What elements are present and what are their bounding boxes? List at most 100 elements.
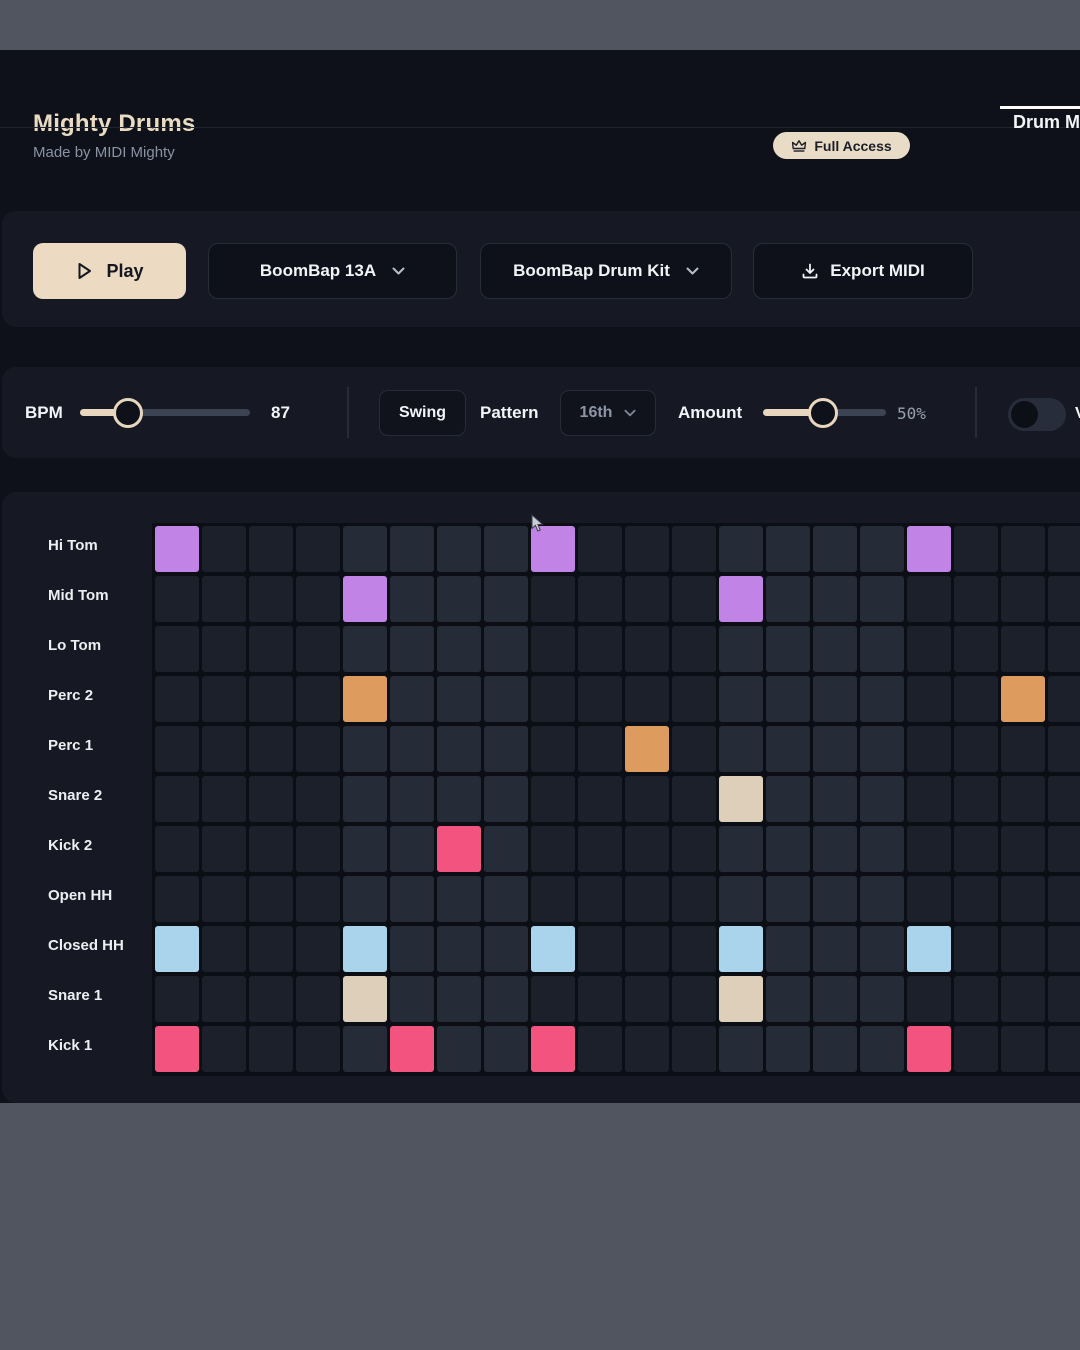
grid-cell[interactable] <box>155 876 199 922</box>
grid-cell[interactable] <box>860 576 904 622</box>
grid-cell[interactable] <box>202 826 246 872</box>
grid-cell[interactable] <box>155 626 199 672</box>
grid-cell[interactable] <box>625 926 669 972</box>
grid-cell[interactable] <box>766 826 810 872</box>
grid-cell[interactable] <box>202 1026 246 1072</box>
grid-cell[interactable] <box>719 776 763 822</box>
grid-cell[interactable] <box>296 826 340 872</box>
grid-cell[interactable] <box>954 676 998 722</box>
grid-cell[interactable] <box>437 1026 481 1072</box>
grid-cell[interactable] <box>954 876 998 922</box>
grid-cell[interactable] <box>625 576 669 622</box>
grid-cell[interactable] <box>296 726 340 772</box>
grid-cell[interactable] <box>343 926 387 972</box>
grid-cell[interactable] <box>578 1026 622 1072</box>
grid-cell[interactable] <box>437 676 481 722</box>
grid-cell[interactable] <box>672 826 716 872</box>
grid-cell[interactable] <box>860 926 904 972</box>
grid-cell[interactable] <box>907 776 951 822</box>
grid-cell[interactable] <box>249 526 293 572</box>
grid-cell[interactable] <box>155 526 199 572</box>
grid-cell[interactable] <box>437 526 481 572</box>
grid-cell[interactable] <box>390 976 434 1022</box>
grid-cell[interactable] <box>1001 776 1045 822</box>
grid-cell[interactable] <box>249 976 293 1022</box>
grid-cell[interactable] <box>625 776 669 822</box>
grid-cell[interactable] <box>531 926 575 972</box>
grid-cell[interactable] <box>1048 926 1080 972</box>
grid-cell[interactable] <box>1048 826 1080 872</box>
grid-cell[interactable] <box>719 926 763 972</box>
grid-cell[interactable] <box>672 626 716 672</box>
grid-cell[interactable] <box>202 576 246 622</box>
grid-cell[interactable] <box>296 876 340 922</box>
grid-cell[interactable] <box>531 1026 575 1072</box>
grid-cell[interactable] <box>343 1026 387 1072</box>
grid-cell[interactable] <box>578 976 622 1022</box>
grid-cell[interactable] <box>390 676 434 722</box>
grid-cell[interactable] <box>437 876 481 922</box>
grid-cell[interactable] <box>249 776 293 822</box>
grid-cell[interactable] <box>390 826 434 872</box>
grid-cell[interactable] <box>249 876 293 922</box>
grid-cell[interactable] <box>719 676 763 722</box>
grid-cell[interactable] <box>766 526 810 572</box>
grid-cell[interactable] <box>437 926 481 972</box>
grid-cell[interactable] <box>296 626 340 672</box>
grid-cell[interactable] <box>907 826 951 872</box>
grid-cell[interactable] <box>719 826 763 872</box>
grid-cell[interactable] <box>1001 976 1045 1022</box>
pattern-division-select[interactable]: 16th <box>560 390 656 436</box>
grid-cell[interactable] <box>1048 626 1080 672</box>
grid-cell[interactable] <box>766 626 810 672</box>
swing-button[interactable]: Swing <box>379 390 466 436</box>
grid-cell[interactable] <box>719 1026 763 1072</box>
grid-cell[interactable] <box>249 1026 293 1072</box>
grid-cell[interactable] <box>484 776 528 822</box>
grid-cell[interactable] <box>531 776 575 822</box>
grid-cell[interactable] <box>1001 676 1045 722</box>
grid-cell[interactable] <box>672 776 716 822</box>
grid-cell[interactable] <box>484 726 528 772</box>
grid-cell[interactable] <box>813 576 857 622</box>
grid-cell[interactable] <box>625 976 669 1022</box>
grid-cell[interactable] <box>202 726 246 772</box>
grid-cell[interactable] <box>954 926 998 972</box>
grid-cell[interactable] <box>860 676 904 722</box>
grid-cell[interactable] <box>907 976 951 1022</box>
grid-cell[interactable] <box>672 526 716 572</box>
grid-cell[interactable] <box>672 576 716 622</box>
grid-cell[interactable] <box>1001 626 1045 672</box>
grid-cell[interactable] <box>672 726 716 772</box>
grid-cell[interactable] <box>719 876 763 922</box>
grid-cell[interactable] <box>249 826 293 872</box>
grid-cell[interactable] <box>719 526 763 572</box>
grid-cell[interactable] <box>954 626 998 672</box>
grid-cell[interactable] <box>249 726 293 772</box>
grid-cell[interactable] <box>766 976 810 1022</box>
grid-cell[interactable] <box>907 876 951 922</box>
grid-cell[interactable] <box>296 526 340 572</box>
grid-cell[interactable] <box>155 576 199 622</box>
grid-cell[interactable] <box>1048 726 1080 772</box>
grid-cell[interactable] <box>766 876 810 922</box>
grid-cell[interactable] <box>907 676 951 722</box>
pattern-preset-select[interactable]: BoomBap 13A <box>208 243 457 299</box>
grid-cell[interactable] <box>578 726 622 772</box>
grid-cell[interactable] <box>813 926 857 972</box>
grid-cell[interactable] <box>390 626 434 672</box>
grid-cell[interactable] <box>343 876 387 922</box>
grid-cell[interactable] <box>578 676 622 722</box>
grid-cell[interactable] <box>1048 976 1080 1022</box>
grid-cell[interactable] <box>484 1026 528 1072</box>
grid-cell[interactable] <box>1048 526 1080 572</box>
grid-cell[interactable] <box>813 876 857 922</box>
grid-cell[interactable] <box>531 876 575 922</box>
grid-cell[interactable] <box>578 926 622 972</box>
bpm-slider-track[interactable] <box>80 409 250 416</box>
grid-cell[interactable] <box>531 526 575 572</box>
grid-cell[interactable] <box>390 876 434 922</box>
grid-cell[interactable] <box>766 576 810 622</box>
grid-cell[interactable] <box>343 776 387 822</box>
grid-cell[interactable] <box>343 526 387 572</box>
